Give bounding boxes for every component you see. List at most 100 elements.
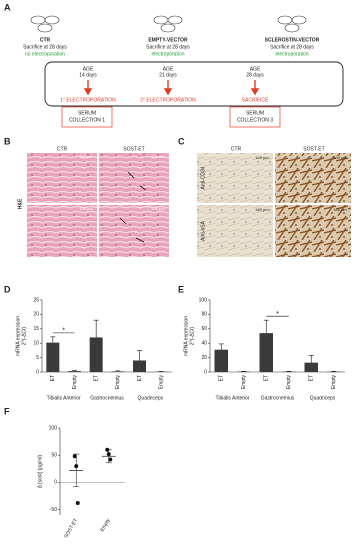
y-tick-label: 0 [54, 480, 57, 486]
scale-label: 100 µm [79, 206, 93, 211]
significance-label: * [62, 328, 65, 335]
group-text: no electroporation [25, 51, 65, 57]
column-label: CTR [57, 146, 68, 152]
y-tick-label: 0 [36, 369, 39, 375]
arrows [119, 171, 147, 243]
ihc-image [275, 153, 351, 203]
y-tick-label: 20 [201, 355, 207, 361]
data-point [72, 454, 77, 459]
group-text: Sacrifice at 28 days [23, 44, 67, 50]
panel-label: D [4, 284, 11, 294]
bar [46, 342, 60, 372]
bar [89, 337, 103, 372]
bar [111, 371, 125, 372]
group-name: CTR [40, 37, 51, 43]
scale-label: 100 µm [255, 155, 269, 160]
data-point [106, 452, 111, 457]
ihc-image [275, 205, 351, 257]
histology-image [27, 205, 97, 257]
y-tick-label: 100 [199, 297, 208, 303]
panel-label: F [4, 406, 10, 416]
data-point [74, 464, 79, 469]
y-tick-label: 5 [36, 355, 39, 361]
x-tick-label: Empty [286, 375, 292, 390]
serum-text: SERUM [246, 110, 264, 116]
bar [214, 349, 228, 372]
group-text: electroporation [151, 51, 184, 57]
row-label: Anti-CD34 [200, 166, 206, 189]
y-tick-label: 15 [33, 326, 39, 332]
group-label: Gastrocnemius [261, 395, 295, 401]
x-tick-label: Empty [241, 375, 247, 390]
mouse-icons [30, 15, 307, 33]
column-label: SOST-ET [303, 146, 324, 152]
group-text: Sacrifice at 28 days [146, 44, 190, 50]
x-tick-label: ET [309, 375, 315, 381]
group-label: Gastrocnemius [90, 395, 124, 401]
serum-box [229, 106, 281, 128]
group-label: Tibialis Anterior [47, 395, 81, 401]
serum-text: COLLECTION 3 [237, 117, 273, 123]
x-tick-label: Empty [331, 375, 337, 390]
scale-label: 100 µm [255, 207, 269, 212]
age: AGE [83, 66, 94, 72]
scale-label: 100 µm [79, 154, 93, 159]
group-name: SCLEROSTIN-VECTOR [265, 37, 320, 43]
panel-label: E [178, 284, 184, 294]
significance-label: * [276, 311, 279, 318]
scale-label: 100 µm [151, 206, 165, 211]
bar [133, 360, 146, 372]
y-tick-label: 20 [33, 312, 39, 318]
group-text: electroporation [275, 51, 308, 57]
x-tick-label: Empty [72, 375, 78, 390]
days: 14 days [79, 72, 97, 78]
histology-image [99, 205, 169, 257]
bar [259, 333, 273, 372]
panel-label: A [4, 2, 11, 12]
histology-image [27, 153, 97, 203]
x-tick-label: Empty [99, 517, 112, 533]
y-tick-label: 25 [33, 297, 39, 303]
bar [304, 362, 318, 372]
serum-box [61, 106, 113, 128]
x-tick-label: ET [93, 375, 99, 381]
x-tick-label: ET [50, 375, 56, 381]
group-label: Quadriceps [310, 395, 336, 401]
group-text: Sacrifice at 28 days [270, 44, 314, 50]
data-point [75, 501, 80, 506]
y-tick-label: 50 [51, 453, 57, 459]
y-axis-label: 2^(-ΔCt) [21, 326, 27, 345]
age: AGE [250, 66, 261, 72]
y-axis-label: 2^(-ΔCt) [189, 326, 195, 345]
panel-label: C [178, 136, 185, 146]
y-axis-label: mRNA expression [15, 316, 21, 356]
age: AGE [163, 66, 174, 72]
y-tick-label: 60 [201, 326, 207, 332]
serum-text: COLLECTION 1 [69, 117, 105, 123]
scale-label: 100 µm [333, 207, 347, 212]
scale-label: 100 µm [333, 155, 347, 160]
column-label: CTR [231, 146, 242, 152]
scale-label: 100 µm [151, 154, 165, 159]
ihc-image [197, 153, 273, 203]
x-tick-label: SOST-ET [63, 518, 79, 540]
y-tick-label: 40 [201, 341, 207, 347]
panel-label: B [4, 136, 11, 146]
y-axis-label: mRNA expression [183, 316, 189, 356]
days: 21 days [159, 72, 177, 78]
row-label: Anti-αSA [200, 220, 206, 241]
group-label: Tibialis Anterior [216, 395, 250, 401]
y-tick-label: 100 [49, 425, 58, 431]
column-label: SOST-ET [123, 146, 144, 152]
timeline-box [44, 61, 344, 107]
y-tick-label: 0 [204, 369, 207, 375]
x-tick-label: ET [264, 375, 270, 381]
x-tick-label: ET [137, 375, 143, 381]
data-point [108, 457, 113, 462]
y-tick-label: -50 [50, 507, 57, 513]
ihc-image [197, 205, 273, 257]
days: 28 days [246, 72, 264, 78]
x-tick-label: Empty [115, 375, 121, 390]
data-point [105, 447, 110, 452]
